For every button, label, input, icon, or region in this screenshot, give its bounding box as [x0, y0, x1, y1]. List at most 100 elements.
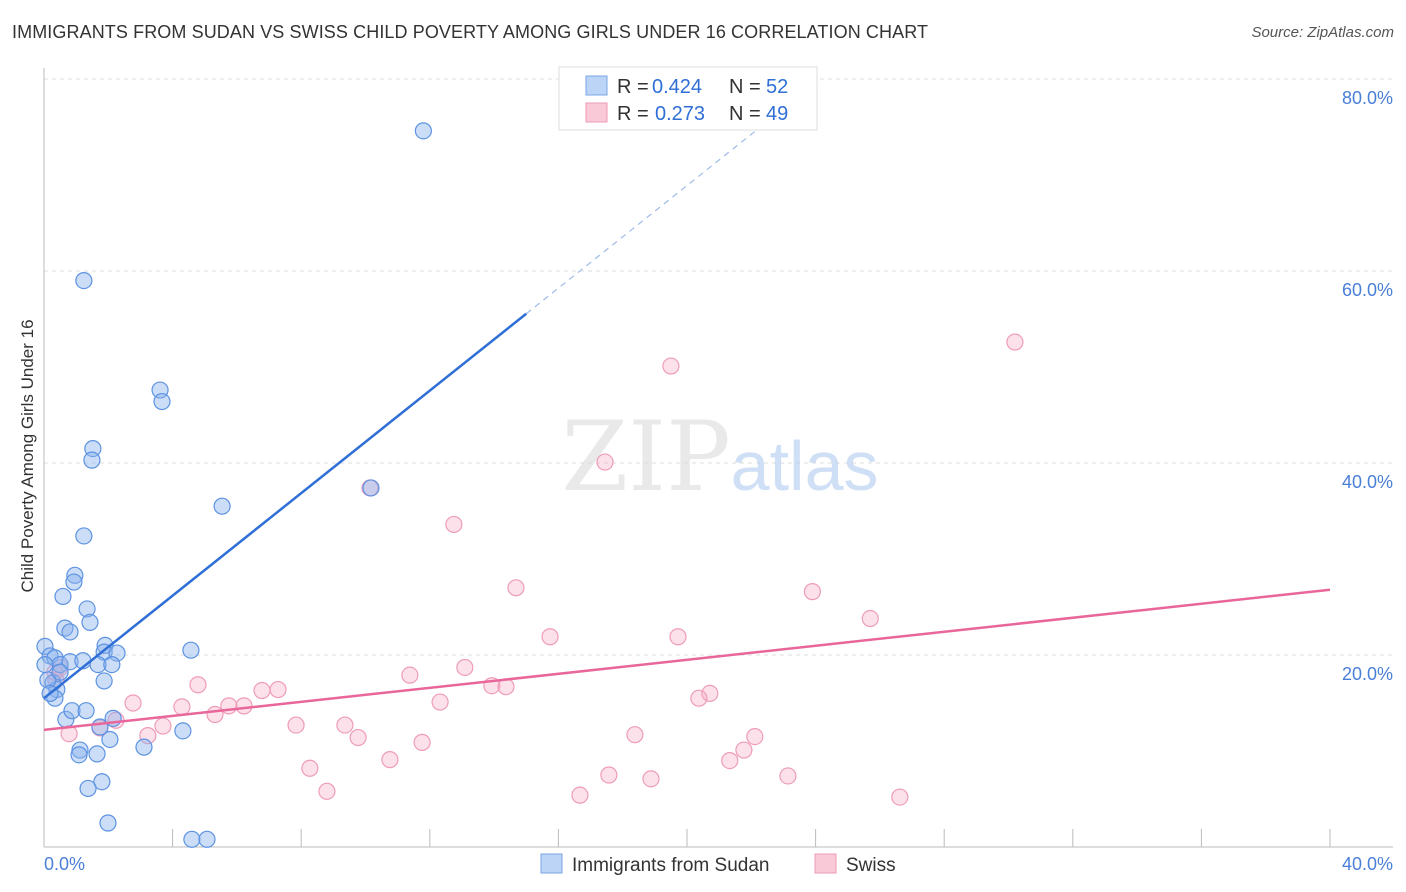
- y-tick-label: 20.0%: [1342, 664, 1393, 684]
- sudan-point: [103, 655, 121, 674]
- sudan-point: [414, 122, 432, 140]
- legend-swatch-swiss: [814, 853, 837, 874]
- sudan-point: [54, 587, 72, 606]
- sudan-point: [135, 738, 153, 756]
- sudan-point: [174, 722, 192, 740]
- swiss-point: [318, 782, 336, 800]
- sudan-point: [75, 527, 93, 545]
- x-tick-label-max: 40.0%: [1342, 854, 1393, 874]
- swiss-point: [891, 788, 909, 806]
- swiss-point: [431, 693, 449, 711]
- swiss-point: [701, 684, 719, 703]
- swiss-point: [721, 751, 739, 770]
- swiss-point: [779, 767, 797, 785]
- swiss-point: [571, 786, 589, 804]
- sudan-point: [198, 830, 216, 848]
- sudan-point: [153, 392, 171, 411]
- sudan-point: [83, 451, 101, 469]
- swiss-point: [600, 766, 618, 784]
- swiss-point: [154, 717, 172, 735]
- swiss-point: [735, 741, 753, 759]
- swiss-trend-line: [43, 588, 1331, 732]
- swiss-point: [456, 658, 474, 677]
- sudan-trend-line: [43, 312, 528, 700]
- swiss-point: [507, 579, 525, 597]
- sudan-point: [51, 663, 69, 681]
- swiss-point: [336, 716, 354, 734]
- swiss-point: [861, 609, 879, 628]
- gridlines: [44, 78, 1393, 656]
- x-ticks: [43, 829, 1331, 847]
- swiss-point: [235, 697, 253, 715]
- swiss-point: [413, 733, 431, 751]
- legend-label-swiss: Swiss: [846, 855, 896, 876]
- r-label: R =: [617, 103, 649, 125]
- sudan-point: [78, 600, 96, 618]
- sudan-point: [99, 814, 117, 832]
- sudan-point: [88, 745, 106, 763]
- swiss-point: [253, 681, 271, 700]
- source-label: Source: ZipAtlas.com: [1251, 24, 1394, 41]
- r-label: R =: [617, 76, 649, 98]
- legend-swatch-swiss: [585, 102, 608, 123]
- swiss-point: [287, 716, 305, 734]
- x-tick-label-min: 0.0%: [44, 854, 85, 874]
- swiss-point: [189, 676, 207, 694]
- swiss-point: [662, 357, 680, 375]
- n-value-sudan: 52: [766, 76, 788, 98]
- y-tick-label: 40.0%: [1342, 472, 1393, 492]
- swiss-point: [746, 727, 764, 746]
- swiss-point: [445, 515, 463, 534]
- n-value-swiss: 49: [766, 103, 788, 125]
- swiss-point: [1006, 333, 1024, 351]
- sudan-point: [61, 653, 79, 671]
- legend-swatch-sudan: [585, 75, 608, 96]
- swiss-point: [642, 770, 660, 788]
- legend-label-sudan: Immigrants from Sudan: [572, 855, 769, 876]
- swiss-point: [626, 726, 644, 744]
- legend-swatch-sudan: [540, 853, 563, 874]
- sudan-point: [70, 746, 88, 764]
- sudan-point: [63, 702, 81, 720]
- series-legend: Immigrants from Sudan Swiss: [540, 853, 896, 876]
- sudan-point: [101, 730, 119, 749]
- sudan-point: [79, 779, 97, 798]
- series-sudan-points-front: [36, 122, 432, 848]
- n-label: N =: [729, 103, 761, 125]
- swiss-point: [690, 689, 708, 707]
- y-tick-label: 80.0%: [1342, 88, 1393, 108]
- sudan-point: [362, 479, 380, 497]
- stats-legend: R = 0.424 N = 52 R = 0.273 N = 49: [558, 66, 818, 131]
- watermark: ZIPatlas: [561, 401, 878, 513]
- swiss-point: [596, 453, 614, 471]
- sudan-point: [61, 623, 79, 641]
- sudan-point: [36, 637, 54, 655]
- sudan-point: [75, 272, 93, 290]
- swiss-point: [349, 728, 367, 747]
- sudan-point: [66, 566, 84, 584]
- sudan-point: [81, 613, 99, 631]
- series-sudan-points: [46, 333, 1024, 806]
- sudan-point: [213, 497, 231, 515]
- sudan-point: [96, 636, 114, 655]
- y-tick-label: 60.0%: [1342, 280, 1393, 300]
- swiss-point: [269, 680, 287, 699]
- sudan-point: [93, 773, 111, 791]
- sudan-point: [65, 573, 83, 591]
- swiss-point: [669, 628, 687, 646]
- swiss-point: [381, 751, 399, 769]
- sudan-point: [182, 641, 200, 659]
- swiss-point: [124, 694, 142, 712]
- n-label: N =: [729, 76, 761, 98]
- sudan-point: [183, 830, 201, 848]
- swiss-point: [401, 666, 419, 684]
- swiss-point: [206, 705, 224, 724]
- swiss-point: [301, 759, 319, 777]
- swiss-point: [173, 698, 191, 716]
- sudan-point: [77, 702, 95, 720]
- swiss-point: [803, 583, 821, 601]
- chart-title: IMMIGRANTS FROM SUDAN VS SWISS CHILD POV…: [12, 22, 929, 42]
- y-axis-title: Child Poverty Among Girls Under 16: [18, 319, 37, 592]
- swiss-point: [60, 725, 78, 743]
